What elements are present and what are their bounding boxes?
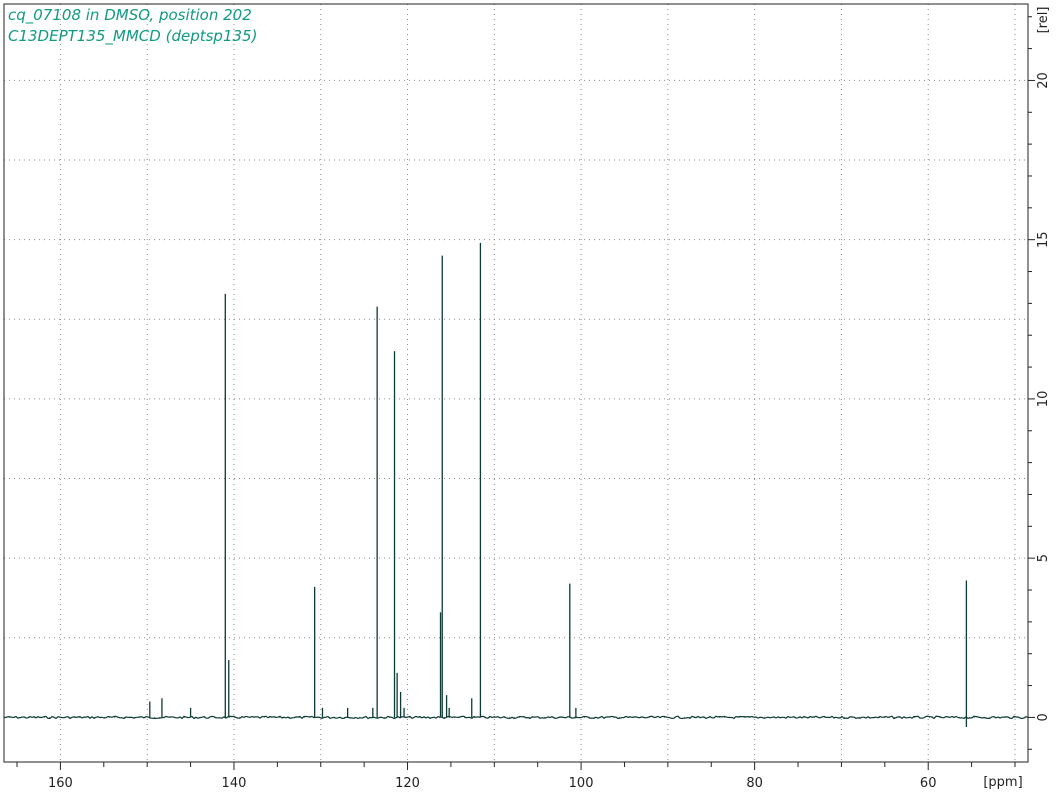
grid-layer [4, 4, 1028, 762]
y-tick-label: 5 [1036, 554, 1051, 562]
y-axis-ticks: 0 5 10 15 20 [1028, 16, 1051, 750]
y-axis-label: [rel] [1036, 7, 1051, 34]
y-tick-label: 20 [1036, 72, 1051, 89]
x-tick-label: 120 [395, 776, 420, 791]
spectrum-title-line2: C13DEPT135_MMCD (deptsp135) [8, 27, 258, 45]
baseline-trace [3, 715, 1029, 720]
x-tick-label: 100 [569, 776, 594, 791]
x-tick-label: 160 [48, 776, 73, 791]
y-tick-label: 15 [1036, 231, 1051, 248]
x-tick-label: 60 [920, 776, 937, 791]
spectrum-trace [3, 242, 1029, 727]
y-tick-label: 0 [1036, 713, 1051, 721]
x-axis-ticks: 160 140 120 100 80 60 [16, 762, 1016, 791]
x-tick-label: 140 [222, 776, 247, 791]
x-axis-label: [ppm] [983, 775, 1022, 790]
y-tick-label: 10 [1036, 391, 1051, 408]
plot-frame [3, 3, 1029, 763]
plot-border [3, 3, 1029, 763]
spectrum-title-line1: cq_07108 in DMSO, position 202 [8, 6, 252, 24]
x-tick-label: 80 [746, 776, 763, 791]
